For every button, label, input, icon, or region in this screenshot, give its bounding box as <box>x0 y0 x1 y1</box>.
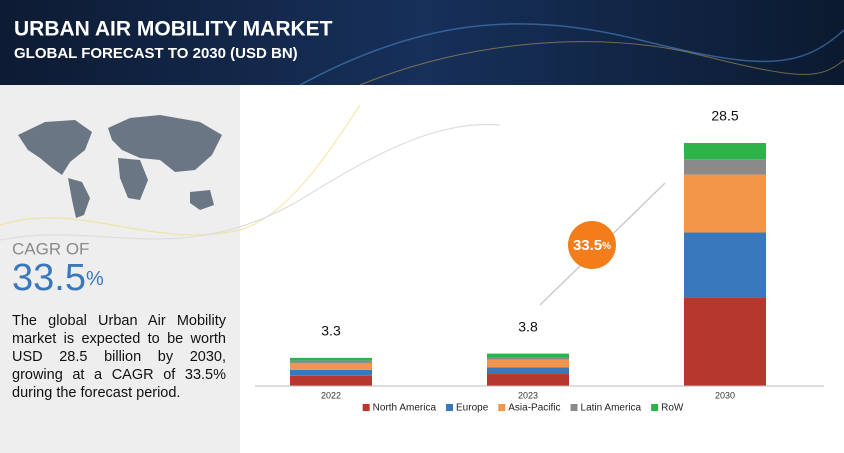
x-tick-label: 2023 <box>518 390 538 400</box>
bar-segment <box>487 367 569 375</box>
bar-segment <box>290 362 372 370</box>
bar-segment <box>290 369 372 376</box>
cagr-label: CAGR OF <box>12 239 89 258</box>
bar-segment <box>290 357 372 361</box>
legend-label: Europe <box>456 403 489 414</box>
x-tick-label: 2022 <box>321 390 341 400</box>
description: The global Urban Air Mobility market is … <box>12 313 226 401</box>
bar-segment <box>684 297 766 386</box>
bubble-unit: % <box>602 241 611 252</box>
header-title: URBAN AIR MOBILITY MARKET <box>14 18 333 41</box>
bar-segment <box>290 360 372 363</box>
legend-swatch <box>651 404 659 411</box>
total-label: 28.5 <box>711 108 738 124</box>
decor-curve <box>0 104 361 236</box>
legend-label: Asia-Pacific <box>508 403 560 414</box>
bar-segment <box>684 143 766 160</box>
bar-segment <box>487 357 569 360</box>
legend-swatch <box>570 404 578 411</box>
total-label: 3.8 <box>518 318 538 334</box>
cagr-number: 33.5 <box>12 257 86 299</box>
legend-label: North America <box>373 403 437 414</box>
bar-segment <box>684 232 766 298</box>
legend-swatch <box>498 404 506 411</box>
legend-label: RoW <box>661 403 684 414</box>
bar-segment <box>487 374 569 386</box>
header-decor <box>299 23 844 86</box>
header-decor <box>359 41 844 86</box>
x-tick-label: 2030 <box>715 390 735 400</box>
bubble-number: 33.5 <box>573 237 602 254</box>
bar-segment <box>290 375 372 386</box>
decor-curve <box>0 123 501 241</box>
header-subtitle: GLOBAL FORECAST TO 2030 (USD BN) <box>14 45 298 62</box>
bar-segment <box>487 359 569 368</box>
bar-segment <box>684 174 766 233</box>
cagr-bubble <box>568 221 616 269</box>
cagr-value: 33.5% <box>12 257 104 299</box>
legend-swatch <box>446 404 454 411</box>
total-label: 3.3 <box>321 323 341 339</box>
legend-swatch <box>362 404 370 411</box>
legend-label: Latin America <box>581 403 642 414</box>
bar-segment <box>487 353 569 358</box>
bar-segment <box>684 159 766 175</box>
cagr-unit: % <box>86 268 104 290</box>
world-map <box>18 115 222 218</box>
header-bg <box>0 0 844 85</box>
bubble-text: 33.5% <box>573 237 611 254</box>
